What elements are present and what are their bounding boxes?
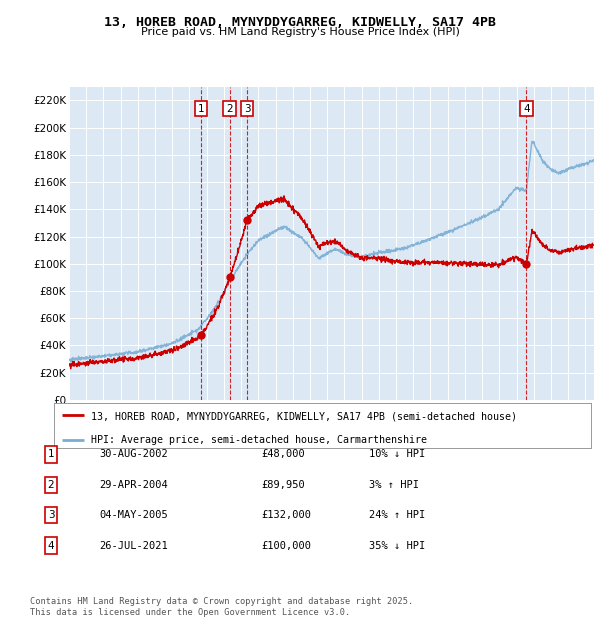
Text: 4: 4 (47, 541, 55, 551)
Text: 24% ↑ HPI: 24% ↑ HPI (369, 510, 425, 520)
Text: 4: 4 (523, 104, 530, 113)
Text: 26-JUL-2021: 26-JUL-2021 (99, 541, 168, 551)
Text: 3: 3 (47, 510, 55, 520)
Text: 2: 2 (47, 480, 55, 490)
Text: 35% ↓ HPI: 35% ↓ HPI (369, 541, 425, 551)
Text: £48,000: £48,000 (261, 450, 305, 459)
Text: Contains HM Land Registry data © Crown copyright and database right 2025.
This d: Contains HM Land Registry data © Crown c… (30, 598, 413, 617)
Text: 10% ↓ HPI: 10% ↓ HPI (369, 450, 425, 459)
Text: 1: 1 (197, 104, 204, 113)
Text: 30-AUG-2002: 30-AUG-2002 (99, 450, 168, 459)
Text: 13, HOREB ROAD, MYNYDDYGARREG, KIDWELLY, SA17 4PB: 13, HOREB ROAD, MYNYDDYGARREG, KIDWELLY,… (104, 16, 496, 29)
Text: 1: 1 (47, 450, 55, 459)
Text: £89,950: £89,950 (261, 480, 305, 490)
Text: 13, HOREB ROAD, MYNYDDYGARREG, KIDWELLY, SA17 4PB (semi-detached house): 13, HOREB ROAD, MYNYDDYGARREG, KIDWELLY,… (91, 412, 517, 422)
Text: HPI: Average price, semi-detached house, Carmarthenshire: HPI: Average price, semi-detached house,… (91, 435, 427, 446)
Text: 3: 3 (244, 104, 250, 113)
Text: £132,000: £132,000 (261, 510, 311, 520)
Text: £100,000: £100,000 (261, 541, 311, 551)
Text: 3% ↑ HPI: 3% ↑ HPI (369, 480, 419, 490)
Text: 04-MAY-2005: 04-MAY-2005 (99, 510, 168, 520)
Text: Price paid vs. HM Land Registry's House Price Index (HPI): Price paid vs. HM Land Registry's House … (140, 27, 460, 37)
Text: 29-APR-2004: 29-APR-2004 (99, 480, 168, 490)
Text: 2: 2 (226, 104, 233, 113)
